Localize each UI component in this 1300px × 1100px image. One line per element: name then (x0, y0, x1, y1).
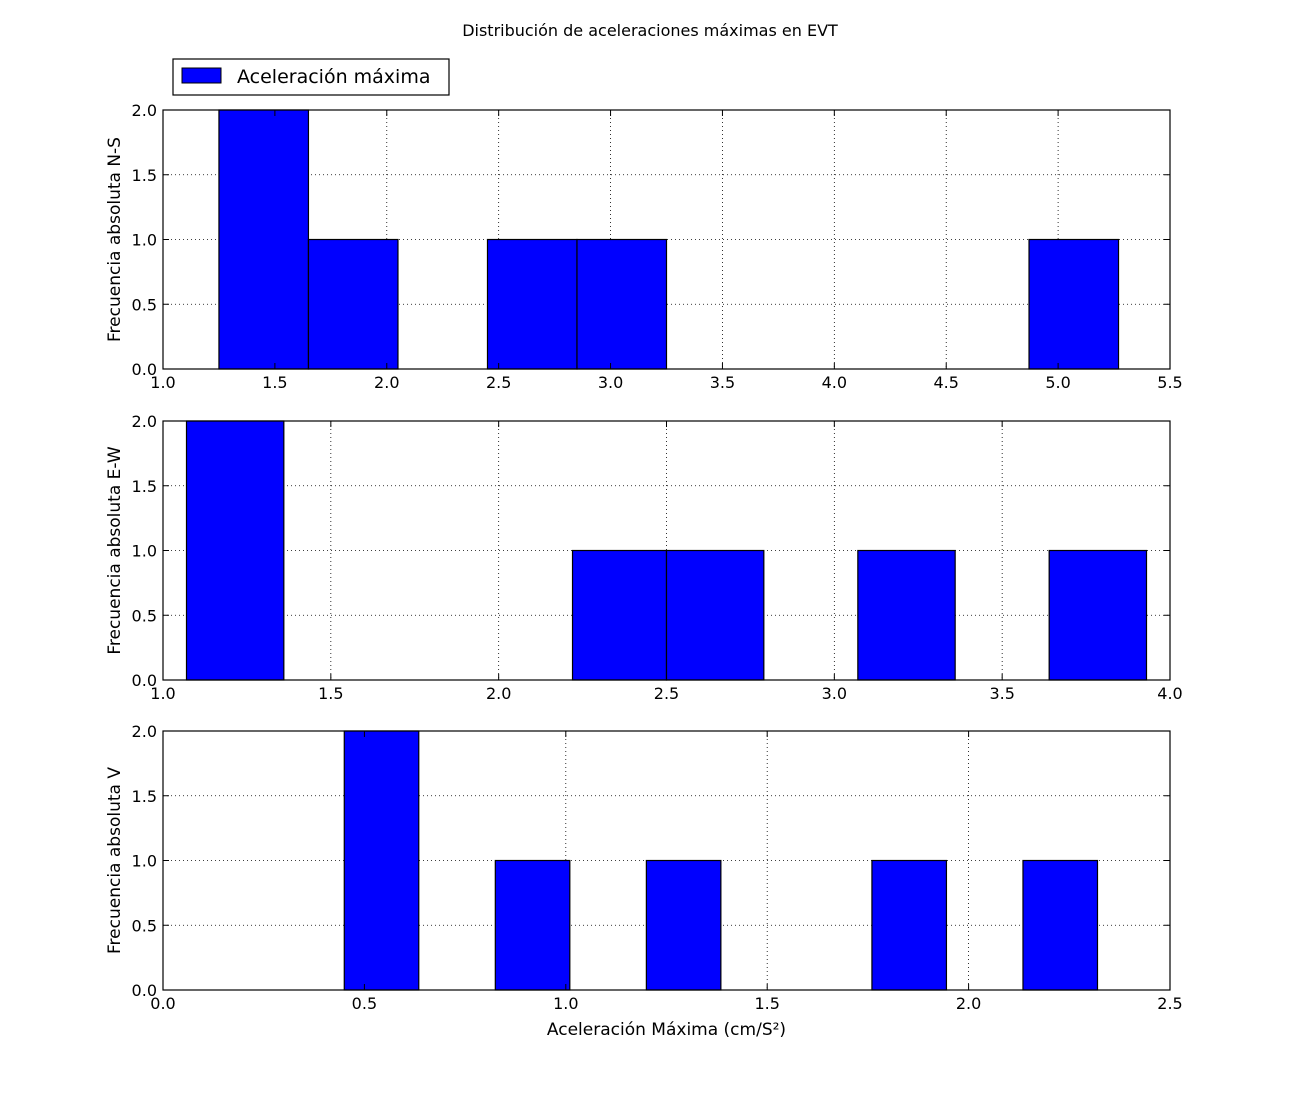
xtick-label-ns: 3.5 (710, 373, 735, 392)
ytick-label-v: 1.5 (132, 787, 157, 806)
ytick-label-ns: 1.5 (132, 166, 157, 185)
panel-ns: 1.0 1.5 2.0 2.5 3.0 3.5 4.0 4.5 5.0 5.5 0.0 0.5 1.0 1… (105, 101, 1183, 392)
xtick-label-ns: 1.5 (262, 373, 287, 392)
xtick-label-ew: 3.5 (989, 684, 1014, 703)
ytick-label-v: 0.0 (132, 981, 157, 1000)
ytick-label-v: 1.0 (132, 852, 157, 871)
bar-ew-0 (185, 420, 285, 681)
bar-ns-4 (1028, 238, 1120, 370)
ytick-label-ew: 0.5 (132, 606, 157, 625)
xtick-label-ns: 1.0 (150, 373, 175, 392)
bar-ns-3 (576, 238, 668, 370)
xtick-label-v: 1.0 (553, 994, 578, 1013)
figure-title: Distribución de aceleraciones máximas en… (462, 21, 838, 40)
ytick-label-v: 0.5 (132, 916, 157, 935)
xtick-label-ew: 4.0 (1157, 684, 1182, 703)
bar-ew-4 (1048, 549, 1148, 681)
bar-ns-1 (307, 238, 399, 370)
legend-swatch (181, 67, 222, 84)
ytick-label-ns: 0.5 (132, 295, 157, 314)
panel-v: 0.0 0.5 1.0 1.5 2.0 2.5 0.0 0.5 1.0 1.5 2.0 Frecuen… (105, 722, 1183, 1040)
ylabel-ew: Frecuencia absoluta E-W (105, 446, 125, 654)
bar-v-1 (494, 859, 571, 991)
xtick-label-ew: 2.0 (486, 684, 511, 703)
ytick-label-ew: 1.0 (132, 542, 157, 561)
bar-ew-2 (665, 549, 765, 681)
xtick-label-ew: 1.0 (150, 684, 175, 703)
xtick-label-ns: 2.0 (374, 373, 399, 392)
xtick-label-v: 2.0 (956, 994, 981, 1013)
xtick-label-ns: 4.5 (933, 373, 958, 392)
xtick-label-ew: 1.5 (318, 684, 343, 703)
bar-ew-1 (571, 549, 668, 681)
ytick-label-ew: 2.0 (132, 412, 157, 431)
xlabel-v: Aceleración Máxima (cm/S²) (547, 1020, 786, 1040)
xtick-label-v: 0.0 (150, 994, 175, 1013)
xtick-label-ns: 5.5 (1157, 373, 1182, 392)
xtick-label-ns: 3.0 (598, 373, 623, 392)
ytick-label-ns: 0.0 (132, 360, 157, 379)
legend: Aceleración máxima (172, 58, 450, 96)
ytick-label-ns: 2.0 (132, 101, 157, 120)
ylabel-ns: Frecuencia absoluta N-S (105, 137, 125, 342)
xtick-label-ns: 4.0 (822, 373, 847, 392)
xtick-label-v: 2.5 (1157, 994, 1182, 1013)
xtick-label-v: 0.5 (352, 994, 377, 1013)
ytick-label-ns: 1.0 (132, 231, 157, 250)
legend-label: Aceleración máxima (237, 66, 430, 88)
bar-v-2 (645, 859, 722, 991)
bar-v-0 (343, 730, 420, 991)
xtick-label-ns: 5.0 (1045, 373, 1070, 392)
xtick-label-v: 1.5 (754, 994, 779, 1013)
histogram-panels: 1.0 1.5 2.0 2.5 3.0 3.5 4.0 4.5 5.0 5.50.00.51.01… (105, 101, 1183, 1040)
ytick-label-v: 2.0 (132, 722, 157, 741)
bar-v-3 (871, 859, 948, 991)
panel-ew: 1.0 1.5 2.0 2.5 3.0 3.5 4.0 0.0 0.5 1.0 1.5 2.0 Frec… (105, 412, 1183, 703)
ytick-label-ew: 1.5 (132, 477, 157, 496)
bar-ns-0 (218, 109, 310, 370)
xtick-label-ew: 2.5 (654, 684, 679, 703)
xtick-label-ew: 3.0 (822, 684, 847, 703)
xtick-label-ns: 2.5 (486, 373, 511, 392)
ytick-label-ew: 0.0 (132, 671, 157, 690)
ylabel-v: Frecuencia absoluta V (105, 767, 125, 954)
bar-ns-2 (486, 238, 578, 370)
bar-v-4 (1022, 859, 1099, 991)
bar-ew-3 (857, 549, 956, 681)
